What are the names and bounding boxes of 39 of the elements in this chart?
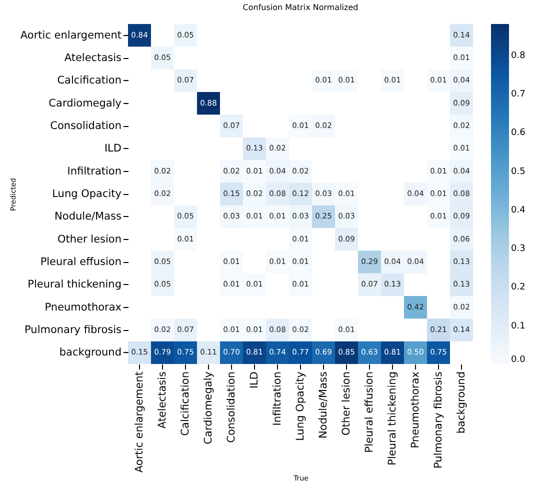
- color-bar-label: 0.3: [511, 244, 526, 254]
- color-bar-label: 0.2: [511, 282, 526, 293]
- chart-title: Confusion Matrix Normalized: [242, 3, 358, 12]
- y-tick-label: Nodule/Mass: [54, 210, 122, 223]
- y-tick-label: Aortic enlargement: [20, 29, 122, 42]
- y-tick-label: Calcification: [57, 74, 122, 87]
- x-tick-label: Consolidation: [226, 372, 238, 443]
- x-tick-label: Atelectasis: [156, 372, 168, 429]
- y-tick-label: Atelectasis: [64, 52, 122, 64]
- x-tick-label: Cardiomegaly: [202, 372, 214, 444]
- y-tick-label: Lung Opacity: [52, 188, 122, 200]
- x-tick-label: Pleural thickening: [386, 372, 398, 466]
- y-tick-label: Other lesion: [58, 233, 122, 246]
- x-tick-label: Pneumothorax: [410, 372, 422, 448]
- y-tick-label: Pulmonary fibrosis: [24, 324, 122, 336]
- y-tick-label: Pleural effusion: [40, 256, 122, 268]
- y-tick-label: Pneumothorax: [44, 301, 122, 314]
- x-tick-label: Nodule/Mass: [318, 372, 330, 438]
- y-tick-label: Pleural thickening: [28, 278, 122, 291]
- x-tick-label: Other lesion: [340, 372, 352, 436]
- color-bar-label: 0.5: [511, 166, 526, 177]
- color-bar-label: 0.7: [511, 90, 526, 100]
- y-tick-label: background: [59, 346, 122, 359]
- x-tick-label: Infiltration: [272, 372, 284, 426]
- y-tick-label: Cardiomegaly: [48, 97, 122, 110]
- color-bar-label: 0.0: [511, 355, 526, 365]
- color-bar-label: 0.1: [511, 321, 526, 332]
- y-tick-label: Infiltration: [67, 165, 122, 178]
- x-tick-label: Pleural effusion: [364, 372, 376, 453]
- color-bar-label: 0.6: [511, 128, 526, 138]
- x-tick-label: ILD: [248, 372, 260, 389]
- y-tick-label: ILD: [104, 142, 122, 155]
- color-bar-label: 0.4: [511, 205, 526, 216]
- x-tick-label: Pulmonary fibrosis: [432, 372, 444, 468]
- x-tick-label: Lung Opacity: [294, 372, 306, 441]
- x-tick-label: Calcification: [180, 372, 192, 436]
- x-tick-label: background: [456, 372, 468, 434]
- color-bar-label: 0.8: [511, 50, 526, 61]
- y-tick-label: Consolidation: [50, 120, 122, 132]
